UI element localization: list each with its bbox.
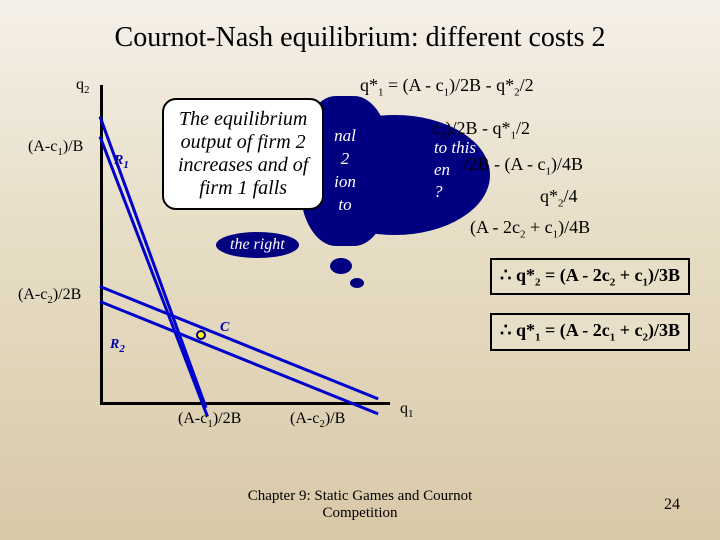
boxed-q2: ∴ q*2 = (A - 2c2 + c1)/3B: [490, 258, 690, 296]
footer-chapter: Chapter 9: Static Games and Cournot Comp…: [0, 488, 720, 522]
eq-4: q*2/4: [360, 183, 690, 213]
eq-1: q*1 = (A - c1)/2B - q*2/2: [360, 72, 690, 102]
bubble-partial-mid: nal2ionto: [334, 125, 356, 217]
r1-label: R1: [114, 153, 129, 171]
y-tick-1: (A-c1)/B: [28, 138, 83, 158]
r2-label: R2: [110, 337, 125, 355]
y-axis: [100, 85, 103, 405]
r2-line-shift: [99, 285, 378, 400]
eq-5: (A - 2c2 + c1)/4B: [360, 214, 690, 244]
callout-text: The equilibriumoutput of firm 2increases…: [178, 108, 308, 199]
y-axis-label: q2: [76, 76, 90, 96]
boxed-q1: ∴ q*1 = (A - 2c1 + c2)/3B: [490, 313, 690, 351]
bubble-tail-text: the right: [216, 232, 299, 258]
x-tick-1: (A-c1)/2B: [178, 410, 241, 430]
y-tick-2: (A-c2)/2B: [18, 286, 81, 306]
c-label: C: [220, 320, 229, 336]
x-axis-label: q1: [400, 400, 414, 420]
equations: q*1 = (A - c1)/2B - q*2/2 q*2 = (A - c2)…: [360, 72, 690, 351]
slide: Cournot-Nash equilibrium: different cost…: [0, 0, 720, 540]
footer-text: Chapter 9: Static Games and Cournot Comp…: [210, 488, 510, 522]
eq-3: /2B - (A - c1)/4B: [360, 151, 690, 181]
r2-line: [99, 300, 378, 415]
callout-box: The equilibriumoutput of firm 2increases…: [162, 98, 324, 210]
x-tick-2: (A-c2)/B: [290, 410, 345, 430]
equilibrium-point: [196, 330, 206, 340]
page-number: 24: [664, 496, 680, 514]
slide-title: Cournot-Nash equilibrium: different cost…: [0, 22, 720, 54]
eq-2v: c2)/2B - q*1/2: [360, 115, 690, 145]
bubble-dot-1: [330, 258, 352, 274]
